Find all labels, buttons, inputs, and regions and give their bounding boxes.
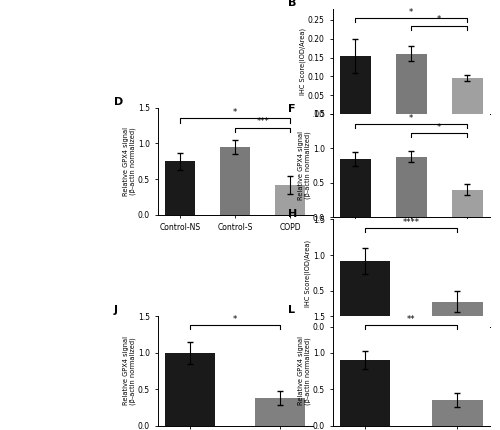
Bar	[164, 353, 214, 426]
Y-axis label: Relative GPX4 signal
(β-actin normalized): Relative GPX4 signal (β-actin normalized…	[123, 336, 136, 405]
Bar	[256, 398, 306, 426]
Bar	[452, 78, 483, 114]
Text: **: **	[407, 315, 416, 324]
Text: *: *	[409, 114, 414, 123]
Bar	[340, 261, 390, 327]
Text: D: D	[114, 97, 124, 107]
Y-axis label: IHC Score(IOD/Area): IHC Score(IOD/Area)	[300, 28, 306, 95]
Text: *: *	[233, 108, 237, 117]
Text: ***: ***	[256, 117, 269, 126]
Bar	[452, 190, 483, 217]
Text: *: *	[233, 315, 237, 324]
Bar	[275, 185, 306, 215]
Y-axis label: Relative GPX4 signal
(β-actin normalized): Relative GPX4 signal (β-actin normalized…	[123, 127, 136, 196]
Y-axis label: Relative GPX4 signal
(β-actin normalized): Relative GPX4 signal (β-actin normalized…	[298, 131, 312, 200]
Text: F: F	[288, 104, 296, 114]
Bar	[340, 55, 370, 114]
Text: H: H	[288, 209, 298, 218]
Text: *: *	[437, 15, 442, 25]
Bar	[340, 159, 370, 217]
Bar	[432, 302, 483, 327]
Text: *: *	[437, 123, 442, 132]
Text: L: L	[288, 305, 296, 315]
Bar	[164, 161, 195, 215]
Bar	[432, 400, 483, 426]
Bar	[220, 147, 250, 215]
Text: *: *	[409, 8, 414, 17]
Bar	[396, 54, 426, 114]
Text: B: B	[288, 0, 297, 8]
Bar	[396, 157, 426, 217]
Text: ****: ****	[403, 218, 420, 227]
Y-axis label: IHC Score(IOD/Area): IHC Score(IOD/Area)	[305, 240, 312, 307]
Text: J: J	[114, 305, 118, 315]
Y-axis label: Relative GPX4 signal
(β-actin normalized): Relative GPX4 signal (β-actin normalized…	[298, 336, 312, 405]
Bar	[340, 360, 390, 426]
